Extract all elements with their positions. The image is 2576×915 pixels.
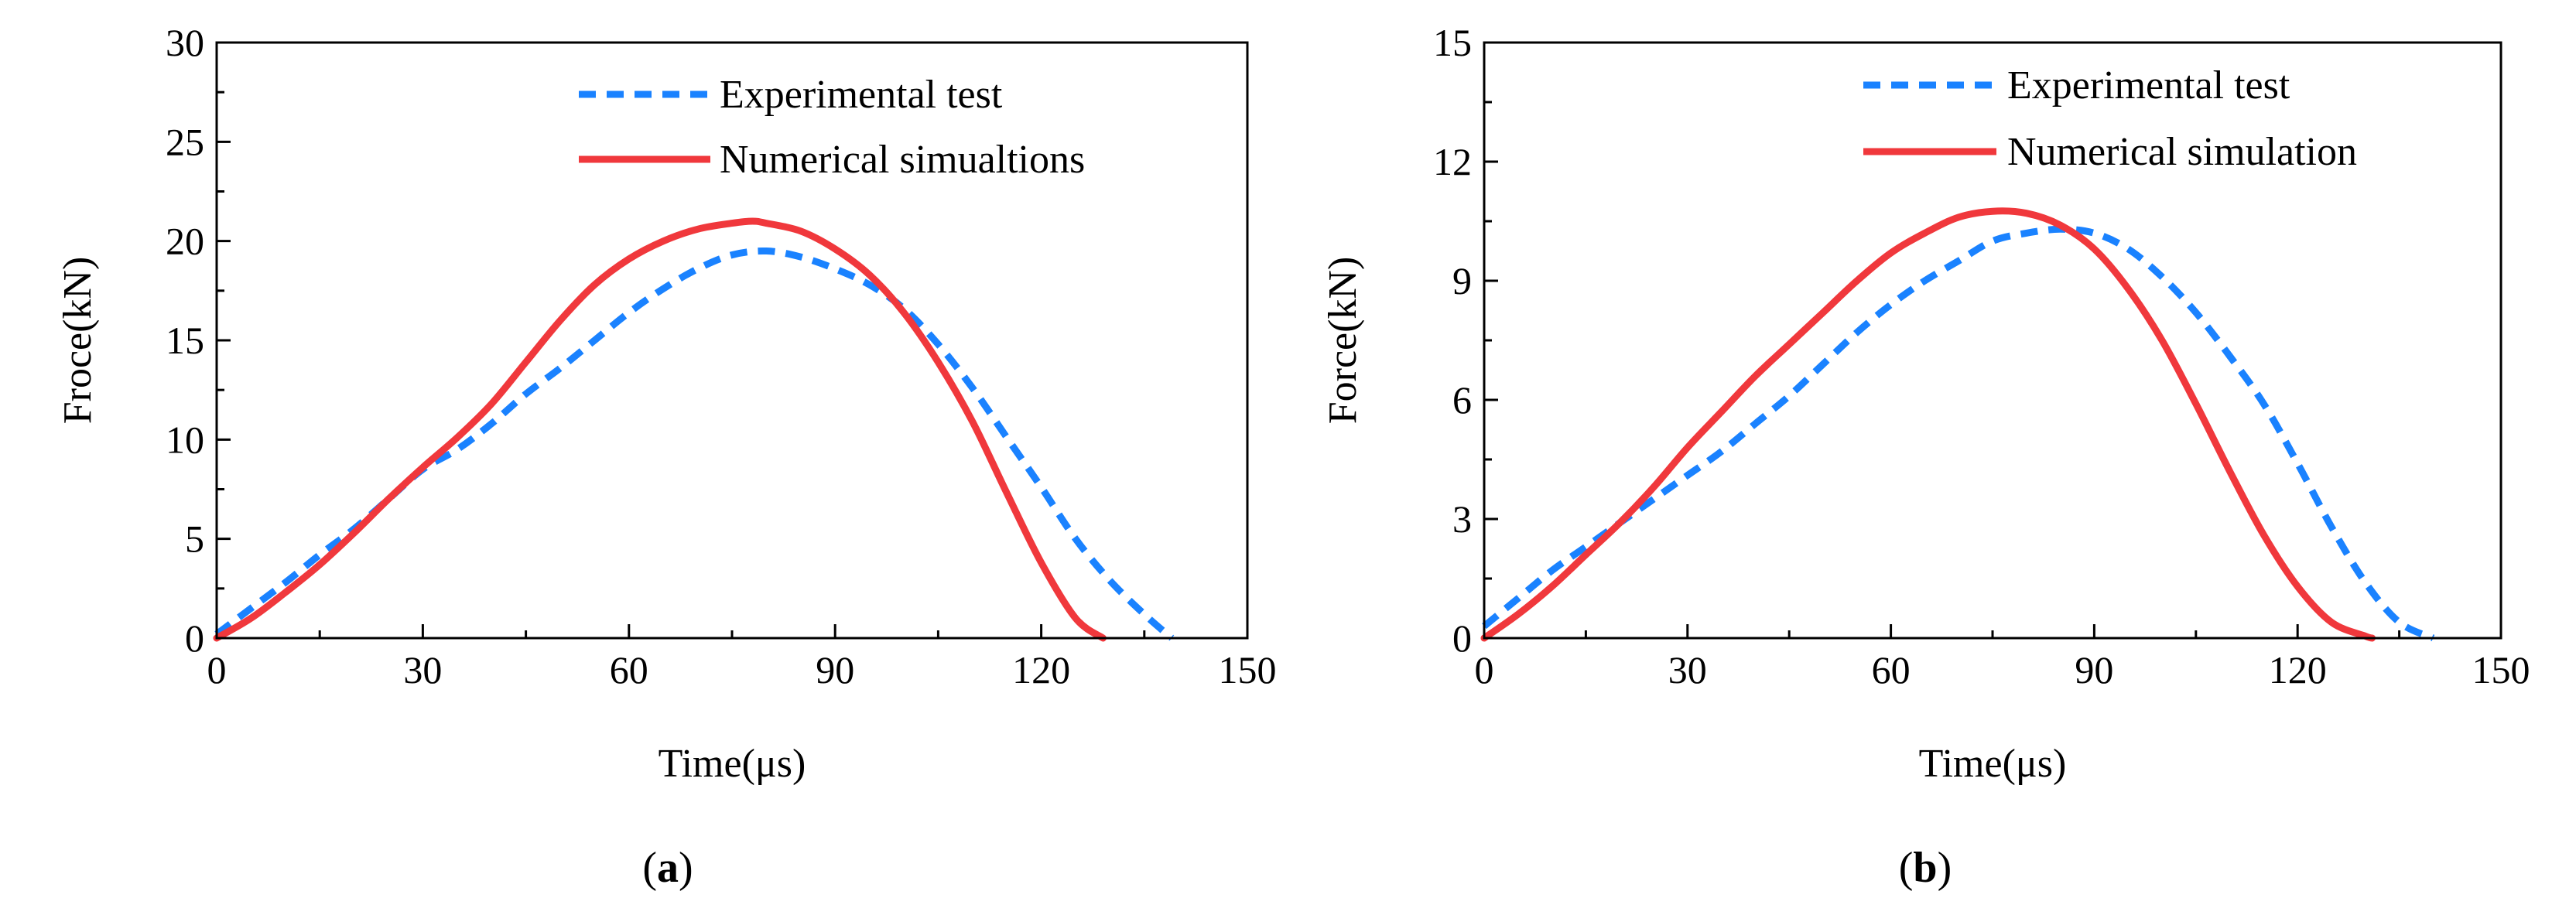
x-tick-label: 0: [207, 648, 227, 691]
x-tick-label: 60: [1872, 648, 1911, 691]
x-tick-label: 120: [1012, 648, 1070, 691]
y-tick-label: 30: [166, 21, 204, 64]
y-tick-label: 0: [185, 616, 204, 660]
x-tick-label: 60: [610, 648, 648, 691]
series-line-numerical: [213, 217, 1107, 642]
plot-frame: [215, 41, 1249, 640]
series-line-numerical: [1480, 207, 2376, 642]
y-tick-label: 5: [185, 517, 204, 561]
y-tick-label: 6: [1452, 378, 1472, 422]
x-axis-label: Time(μs): [1919, 742, 2067, 786]
y-tick-label: 15: [166, 319, 204, 362]
chart-panel-a: 0 30 60 90 120 150 0 5 10 15 20 25 30 Experimental t…: [56, 21, 1277, 892]
x-tick-label: 30: [1668, 648, 1707, 691]
y-axis-label: Froce(kN): [56, 257, 100, 425]
legend-label-numerical: Numerical simualtions: [720, 138, 1085, 182]
legend-label-experimental: Experimental test: [2007, 63, 2290, 108]
panel-label-b: (b): [1899, 844, 1952, 892]
legend: Experimental test Numerical simualtions: [579, 73, 1085, 182]
y-tick-label: 25: [166, 120, 204, 163]
y-tick-label: 10: [166, 418, 204, 461]
series-layer: [1480, 207, 2435, 642]
chart-panel-b: 0 30 60 90 120 150 0 3 6 9 12 15 Experimental test …: [1321, 21, 2530, 892]
legend-label-numerical: Numerical simulation: [2007, 130, 2357, 174]
y-axis-label: Force(kN): [1321, 257, 1365, 425]
x-tick-label: 90: [816, 648, 854, 691]
series-layer: [213, 217, 1175, 642]
x-tick-label: 120: [2269, 648, 2327, 691]
legend: Experimental test Numerical simulation: [1863, 63, 2357, 174]
y-tick-label: 15: [1433, 21, 1472, 64]
axis-ticks: 0 30 60 90 120 150 0 5 10 15 20 25 30: [166, 21, 1277, 691]
y-tick-label: 3: [1452, 497, 1472, 541]
series-line-experimental: [214, 247, 1175, 641]
x-tick-label: 30: [403, 648, 442, 691]
x-tick-label: 90: [2075, 648, 2113, 691]
series-line-experimental: [1482, 225, 2435, 642]
y-tick-label: 0: [1452, 616, 1472, 660]
x-tick-label: 0: [1475, 648, 1494, 691]
legend-label-experimental: Experimental test: [720, 73, 1003, 117]
y-tick-label: 9: [1452, 259, 1472, 302]
x-axis-label: Time(μs): [659, 742, 806, 786]
y-tick-label: 20: [166, 220, 204, 263]
x-tick-label: 150: [1219, 648, 1277, 691]
x-tick-label: 150: [2472, 648, 2530, 691]
panel-label-a: (a): [642, 844, 693, 892]
y-tick-label: 12: [1433, 140, 1472, 183]
axis-ticks: 0 30 60 90 120 150 0 3 6 9 12 15: [1433, 21, 2530, 691]
